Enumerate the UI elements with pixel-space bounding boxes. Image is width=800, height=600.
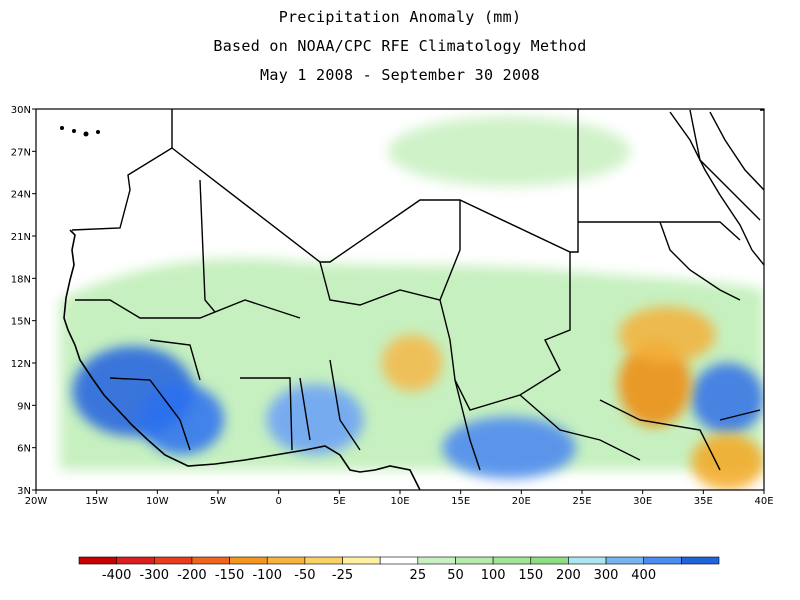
colorbar-label-13: 400 [631, 568, 656, 583]
red-sea-coast-east [709, 111, 764, 191]
lat-label-27N: 27N [11, 147, 31, 158]
colorbar-swatch-1 [116, 556, 155, 565]
colorbar-label-0: -400 [102, 568, 132, 583]
colorbar-swatch-10 [455, 556, 494, 565]
map-plot-area [36, 109, 764, 490]
anomaly-region-5 [618, 341, 692, 427]
colorbar-label-2: -200 [177, 568, 207, 583]
colorbar-swatch-14 [605, 556, 645, 565]
colorbar-swatch-3 [191, 556, 230, 565]
colorbar: -400 -300 -200 -150 -100 -50 -25 25 50 100 150 200 3… [78, 556, 720, 583]
colorbar-label-11: 200 [556, 568, 581, 583]
colorbar-swatch-7 [342, 556, 381, 565]
coastline [63, 109, 764, 490]
lat-label-24N: 24N [11, 190, 31, 201]
colorbar-swatch-6 [304, 556, 343, 565]
colorbar-swatch-4 [229, 556, 268, 565]
anomaly-region-1 [139, 384, 225, 455]
lon-label-10E: 10E [390, 496, 409, 507]
chart-title: Precipitation Anomaly (mm) [278, 8, 522, 26]
lat-label-6N: 6N [17, 444, 31, 455]
anomaly-region-2 [266, 384, 364, 455]
colorbar-label-1: -300 [140, 568, 170, 583]
colorbar-label-8: 50 [447, 568, 464, 583]
lon-label-0: 0 [275, 496, 281, 507]
lon-label-20W: 20W [25, 496, 48, 507]
red-sea-coast [669, 111, 764, 266]
colorbar-swatch-11 [492, 556, 532, 565]
anomaly-region-7 [381, 334, 443, 392]
lat-label-18N: 18N [11, 274, 31, 285]
lat-label-3N: 3N [17, 486, 31, 497]
colorbar-swatch-0 [78, 556, 117, 565]
chart-subtitle-period: May 1 2008 - September 30 2008 [260, 66, 540, 84]
lon-label-15E: 15E [451, 496, 470, 507]
anomaly-region-4 [691, 363, 764, 434]
colorbar-swatch-8 [379, 556, 419, 565]
colorbar-label-3: -150 [215, 568, 245, 583]
anomaly-region-6 [618, 306, 716, 363]
colorbar-swatch-5 [266, 556, 306, 565]
lat-label-9N: 9N [17, 401, 31, 412]
colorbar-label-7: 25 [410, 568, 427, 583]
latitude-axis: 30N 27N 24N 21N 18N 15N 12N 9N 6N 3N [11, 105, 36, 497]
lon-label-10W: 10W [146, 496, 169, 507]
colorbar-label-9: 100 [481, 568, 506, 583]
lon-label-5W: 5W [210, 496, 226, 507]
colorbar-swatch-15 [643, 556, 682, 565]
colorbar-label-5: -50 [294, 568, 315, 583]
colorbar-label-6: -25 [332, 568, 353, 583]
colorbar-swatch-2 [153, 556, 193, 565]
anomaly-region-3 [442, 416, 576, 479]
colorbar-label-4: -100 [252, 568, 282, 583]
colorbar-label-12: 300 [594, 568, 619, 583]
lon-label-30E: 30E [633, 496, 652, 507]
canary-islands [60, 126, 100, 137]
lat-label-30N: 30N [11, 105, 31, 116]
lon-label-40E: 40E [754, 496, 773, 507]
country-borders [71, 109, 761, 471]
lat-label-12N: 12N [11, 359, 31, 370]
colorbar-swatch-12 [530, 556, 569, 565]
anomaly-region-9 [387, 116, 631, 187]
anomaly-region-8 [691, 433, 764, 490]
colorbar-swatch-13 [568, 556, 607, 565]
chart-subtitle-method: Based on NOAA/CPC RFE Climatology Method [213, 37, 587, 55]
colorbar-swatch-16 [681, 556, 720, 565]
lon-label-25E: 25E [572, 496, 591, 507]
lon-label-35E: 35E [694, 496, 713, 507]
lon-label-15W: 15W [85, 496, 108, 507]
lat-label-15N: 15N [11, 317, 31, 328]
lat-label-21N: 21N [11, 232, 31, 243]
colorbar-swatch-9 [417, 556, 456, 565]
longitude-axis: 20W 15W 10W 5W 0 5E 10E 15E 20E 25E 30E 35E 40E [25, 490, 774, 507]
colorbar-label-10: 150 [518, 568, 543, 583]
lon-label-5E: 5E [333, 496, 346, 507]
lon-label-20E: 20E [512, 496, 531, 507]
